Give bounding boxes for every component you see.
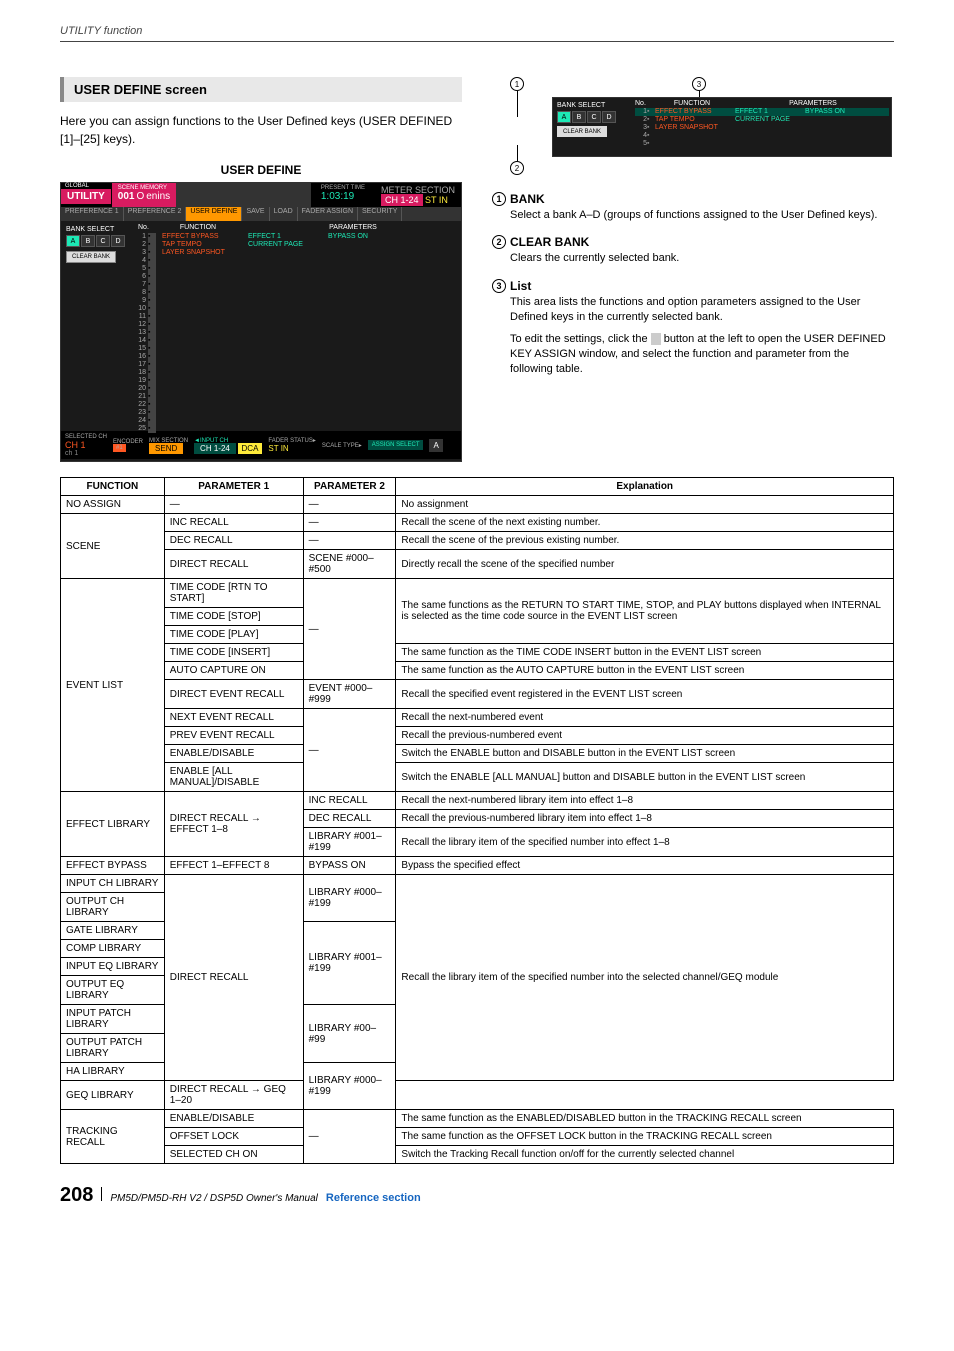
table-row: SELECTED CH ONSwitch the Tracking Recall… [61,1146,894,1164]
list-row[interactable]: 5▪ [134,265,458,273]
tab-fader-assign[interactable]: FADER ASSIGN [298,207,358,221]
table-header: FUNCTION [61,478,165,496]
table-row: DIRECT RECALLSCENE #000–#500Directly rec… [61,550,894,579]
table-row: OFFSET LOCKThe same function as the OFFS… [61,1128,894,1146]
callout-3: 3 [692,77,706,91]
list-row[interactable]: 13▪ [134,329,458,337]
list-row[interactable]: 8▪ [134,289,458,297]
table-row: DIRECT EVENT RECALLEVENT #000–#999Recall… [61,680,894,709]
callout-2: 2 [510,161,524,175]
callout-item-2: 2CLEAR BANKClears the currently selected… [492,235,894,266]
callout-image: 1 3 2 BANK SELECT ABCD CLEAR BANK No. FU… [492,77,894,177]
bank-d-button[interactable]: D [111,235,125,247]
table-row: EVENT LISTTIME CODE [RTN TO START]—The s… [61,579,894,608]
table-row: ENABLE [ALL MANUAL]/DISABLESwitch the EN… [61,763,894,792]
table-row: TIME CODE [INSERT]The same function as t… [61,644,894,662]
table-row: EFFECT LIBRARYDIRECT RECALL → EFFECT 1–8… [61,792,894,810]
footer-text: PM5D/PM5D-RH V2 / DSP5D Owner's Manual [110,1193,318,1204]
table-row: ENABLE/DISABLESwitch the ENABLE button a… [61,745,894,763]
table-row: EFFECT BYPASSEFFECT 1–EFFECT 8BYPASS ONB… [61,857,894,875]
list-row[interactable]: 25▪ [134,425,458,433]
bank-a-button[interactable]: A [66,235,80,247]
list-row[interactable]: 19▪ [134,377,458,385]
tab-load[interactable]: LOAD [270,207,298,221]
callout-item-3: 3ListThis area lists the functions and o… [492,279,894,378]
list-row[interactable]: 11▪ [134,313,458,321]
page-footer: 208 PM5D/PM5D-RH V2 / DSP5D Owner's Manu… [60,1184,894,1207]
bank-a-button[interactable]: A [557,111,571,123]
table-row: PREV EVENT RECALLRecall the previous-num… [61,727,894,745]
screenshot-label: USER DEFINE [60,163,462,177]
intro-text: Here you can assign functions to the Use… [60,112,462,148]
list-row[interactable]: 21▪ [134,393,458,401]
table-header: PARAMETER 1 [164,478,303,496]
list-row[interactable]: 3▪LAYER SNAPSHOT [134,249,458,257]
bank-b-button[interactable]: B [572,111,586,123]
list-row[interactable]: 23▪ [134,409,458,417]
function-table: FUNCTIONPARAMETER 1PARAMETER 2Explanatio… [60,477,894,1164]
tab-preference-1[interactable]: PREFERENCE 1 [61,207,124,221]
list-row[interactable]: 10▪ [134,305,458,313]
list-row[interactable]: 6▪ [134,273,458,281]
utility-title: UTILITY [61,189,111,204]
table-row: INPUT CH LIBRARYDIRECT RECALLLIBRARY #00… [61,875,894,893]
list-row[interactable]: 24▪ [134,417,458,425]
list-row[interactable]: 7▪ [134,281,458,289]
list-row[interactable]: 17▪ [134,361,458,369]
table-row: AUTO CAPTURE ONThe same function as the … [61,662,894,680]
table-row: GEQ LIBRARYDIRECT RECALL → GEQ 1–20 [61,1081,894,1110]
list-row[interactable]: 16▪ [134,353,458,361]
page-header: UTILITY function [60,0,894,42]
table-row: DEC RECALL—Recall the scene of the previ… [61,532,894,550]
list-row[interactable]: 4▪ [134,257,458,265]
tab-user-define[interactable]: USER DEFINE [186,207,242,221]
bank-c-button[interactable]: C [587,111,601,123]
list-row[interactable]: 2▪TAP TEMPOCURRENT PAGE [134,241,458,249]
list-row[interactable]: 20▪ [134,385,458,393]
table-row: TRACKING RECALLENABLE/DISABLE—The same f… [61,1110,894,1128]
table-row: SCENEINC RECALL—Recall the scene of the … [61,514,894,532]
clear-bank-button[interactable]: CLEAR BANK [66,251,116,263]
callout-1: 1 [510,77,524,91]
tab-save[interactable]: SAVE [242,207,269,221]
table-row: NO ASSIGN——No assignment [61,496,894,514]
section-title: USER DEFINE screen [60,77,462,102]
tab-preference-2[interactable]: PREFERENCE 2 [124,207,187,221]
table-row: NEXT EVENT RECALL—Recall the next-number… [61,709,894,727]
list-row[interactable]: 12▪ [134,321,458,329]
list-row[interactable]: 9▪ [134,297,458,305]
section-name: UTILITY function [60,25,142,37]
list-row[interactable]: 15▪ [134,345,458,353]
table-header: Explanation [396,478,894,496]
user-define-screenshot: GLOBAL UTILITY SCENE MEMORY 001 O enins … [60,182,462,462]
bank-c-button[interactable]: C [96,235,110,247]
callout-item-1: 1BANKSelect a bank A–D (groups of functi… [492,192,894,223]
bank-b-button[interactable]: B [81,235,95,247]
footer-ref: Reference section [326,1192,421,1204]
list-row[interactable]: 22▪ [134,401,458,409]
list-row[interactable]: 1▪EFFECT BYPASSEFFECT 1BYPASS ON [134,233,458,241]
list-row[interactable]: 14▪ [134,337,458,345]
list-row[interactable]: 18▪ [134,369,458,377]
table-header: PARAMETER 2 [303,478,396,496]
page-number: 208 [60,1184,93,1207]
tab-security[interactable]: SECURITY [358,207,402,221]
bank-d-button[interactable]: D [602,111,616,123]
